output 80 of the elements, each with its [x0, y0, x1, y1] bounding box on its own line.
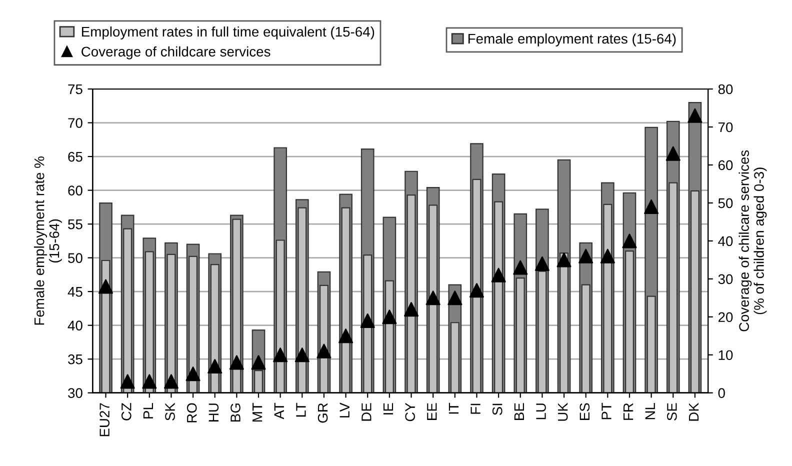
y-tick-label: 50 — [68, 253, 82, 263]
point — [426, 290, 440, 306]
point — [666, 146, 680, 161]
y2-axis-title: Coverage of chilcare services (% of children aged 0-3) — [738, 150, 767, 332]
point — [360, 313, 375, 328]
point — [448, 290, 462, 306]
point — [164, 374, 179, 389]
point — [491, 268, 506, 282]
x-tick-label: FR — [624, 403, 634, 420]
y2-tick-label: 80 — [718, 84, 733, 94]
x-tick-label: LU — [536, 404, 546, 420]
x-tick-label: LV — [340, 402, 350, 418]
point — [556, 252, 572, 268]
x-tick-label: PL — [143, 403, 153, 418]
point — [688, 108, 702, 123]
point — [186, 366, 200, 382]
y-tick-label: 30 — [68, 388, 82, 398]
point — [469, 283, 484, 298]
y-tick-label: 65 — [68, 152, 82, 162]
y2-tick-label: 30 — [718, 274, 733, 284]
y2-tick-label: 20 — [718, 312, 733, 322]
y-tick-label: 60 — [68, 186, 82, 196]
x-tick-label: ES — [580, 403, 590, 420]
x-tick-label: FI — [470, 404, 480, 414]
x-tick-label: DE — [362, 403, 372, 421]
y2-tick-label: 0 — [718, 388, 725, 398]
point — [622, 234, 637, 248]
point — [382, 310, 397, 324]
point — [251, 355, 266, 370]
x-tick-label: BG — [230, 404, 240, 422]
x-tick-label: SI — [492, 404, 502, 416]
point — [600, 248, 615, 264]
x-tick-label: UK — [558, 402, 568, 421]
x-tick-label: NL — [645, 403, 655, 420]
x-tick-label: BE — [514, 403, 524, 420]
y-tick-label: 75 — [68, 84, 82, 94]
x-tick-label: PT — [602, 402, 612, 420]
x-tick-label: AT — [274, 402, 284, 420]
point — [208, 358, 222, 374]
x-tick-label: EE — [427, 403, 437, 420]
y-tick-label: 55 — [68, 220, 82, 230]
point — [316, 344, 332, 358]
point — [338, 328, 354, 344]
y-axis-title: Female employment rate % (15-64) — [34, 156, 62, 325]
x-tick-label: IT — [448, 402, 459, 414]
y2-tick-label: 60 — [718, 160, 733, 170]
x-tick-label: SE — [667, 403, 677, 420]
point — [513, 260, 528, 275]
y2-tick-label: 40 — [718, 236, 733, 246]
x-tick-label: MT — [252, 402, 262, 422]
point — [120, 374, 135, 389]
y-tick-label: 45 — [68, 287, 82, 297]
x-tick-label: DK — [688, 402, 699, 421]
x-tick-label: GR — [318, 403, 328, 423]
y-tick-label: 40 — [68, 320, 82, 330]
point — [644, 199, 659, 214]
x-tick-label: SK — [165, 402, 175, 420]
x-tick-label: HU — [208, 404, 219, 422]
point — [142, 374, 157, 389]
legend-label: Employment rates in full time equivalent (15-64) — [82, 26, 374, 40]
point — [294, 348, 310, 362]
point — [534, 256, 550, 271]
y2-tick-label: 50 — [718, 198, 733, 208]
x-tick-label: RO — [186, 403, 197, 422]
y2-tick-label: 70 — [718, 122, 733, 132]
x-tick-label: IE — [383, 403, 394, 414]
point — [578, 248, 594, 264]
x-tick-label: EU27 — [100, 403, 110, 436]
point — [98, 279, 114, 294]
y-tick-label: 70 — [68, 118, 82, 128]
point — [229, 355, 244, 370]
legend-label: Female employment rates (15-64) — [468, 33, 676, 46]
point — [273, 348, 288, 362]
x-tick-label: CZ — [121, 402, 132, 420]
x-tick-label: LT — [296, 402, 306, 417]
x-tick-label: CY — [405, 402, 415, 422]
point — [404, 302, 419, 317]
y2-tick-label: 10 — [718, 350, 733, 360]
y-tick-label: 35 — [68, 354, 82, 364]
legend-label: Coverage of childcare services — [82, 46, 270, 60]
